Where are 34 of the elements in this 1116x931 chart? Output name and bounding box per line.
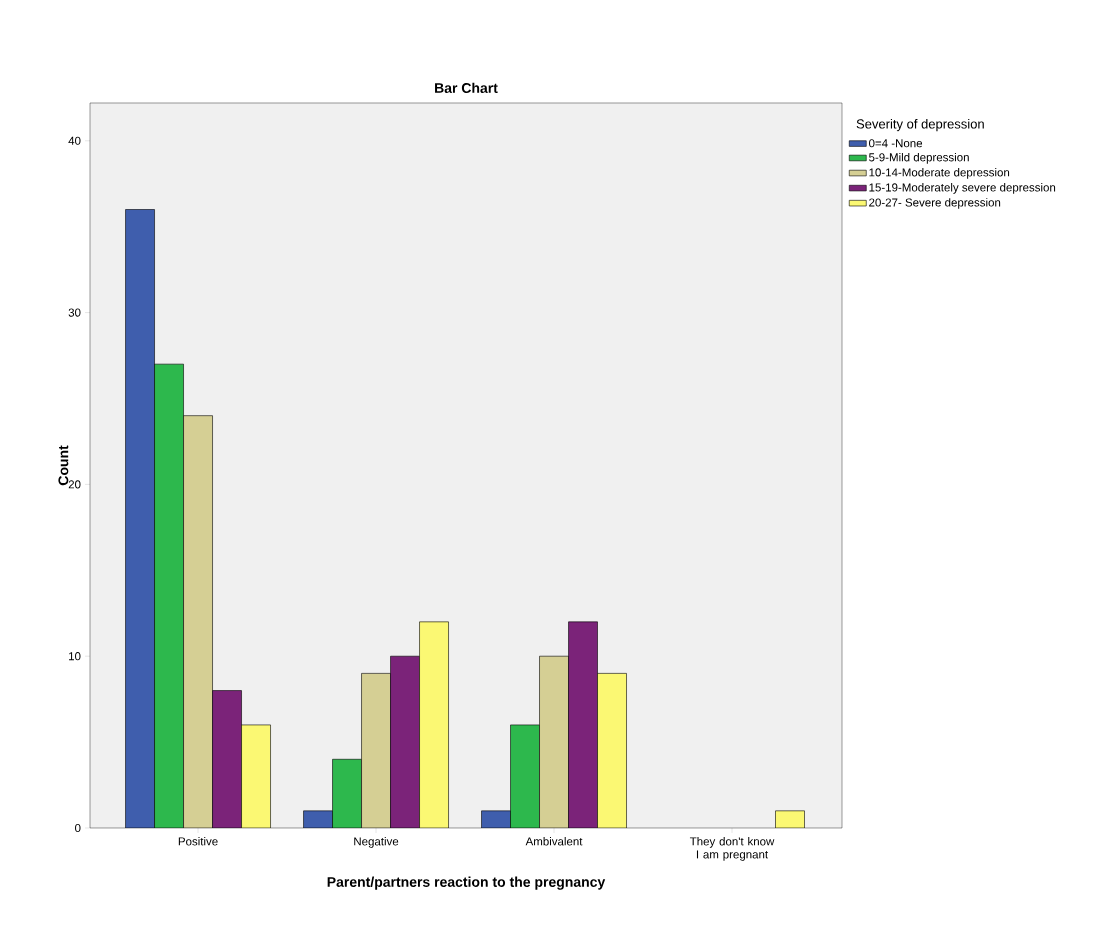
bar (390, 655, 420, 828)
bar (419, 621, 449, 828)
y-tick-label: 30 (68, 308, 81, 317)
bar (568, 621, 598, 828)
y-tick-label: 40 (68, 136, 81, 145)
chart-title: Bar Chart (435, 82, 498, 93)
bar (775, 810, 805, 828)
y-axis-title: Count (58, 445, 69, 486)
x-tick-label: Ambivalent (525, 837, 583, 846)
legend-label: 20-27- Severe depression (869, 198, 1001, 209)
bar (241, 724, 271, 828)
bar (539, 655, 569, 828)
y-tick-label: 20 (68, 480, 81, 489)
legend-label: 15-19-Moderately severe depression (869, 183, 1056, 194)
x-tick-label: Positive (178, 837, 218, 846)
bar (361, 673, 391, 828)
bar (154, 363, 184, 828)
x-tick-label: They don't know I am pregnant (689, 837, 775, 861)
bar (597, 673, 627, 828)
legend-label: 10-14-Moderate depression (869, 168, 1010, 179)
legend-label: 5-9-Mild depression (869, 152, 969, 164)
bar (481, 810, 511, 828)
legend-title: Severity of depression (856, 119, 984, 132)
y-tick-label: 10 (69, 652, 81, 661)
bar (510, 724, 540, 828)
bar (303, 810, 333, 828)
bar (332, 758, 362, 828)
y-tick-label: 0 (75, 823, 81, 833)
x-tick-label: Negative (354, 837, 399, 848)
bar (183, 415, 213, 828)
bar (125, 209, 155, 828)
bar (212, 690, 242, 828)
x-axis-title: Parent/partners reaction to the pregnancy (327, 876, 606, 890)
legend-label: 0=4 -None (869, 139, 923, 148)
